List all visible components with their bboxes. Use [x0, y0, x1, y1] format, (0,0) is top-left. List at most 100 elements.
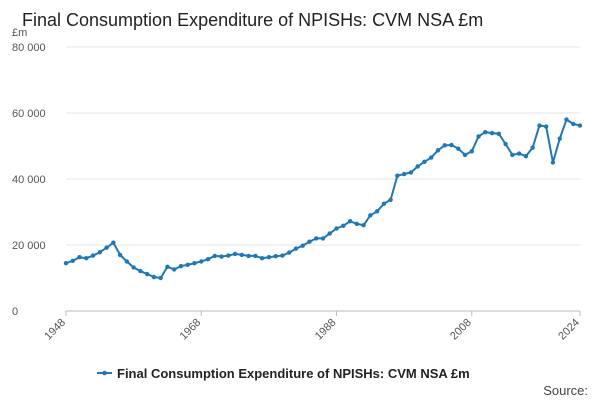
data-point[interactable] — [199, 259, 204, 264]
x-tick-label: 2024 — [556, 317, 582, 343]
data-point[interactable] — [449, 142, 454, 148]
data-point[interactable] — [462, 152, 468, 158]
data-point[interactable] — [219, 254, 224, 259]
data-point[interactable] — [341, 223, 346, 229]
data-point[interactable] — [368, 213, 373, 218]
chart-title: Final Consumption Expenditure of NPISHs:… — [22, 10, 483, 30]
data-point[interactable] — [232, 251, 238, 257]
data-point[interactable] — [138, 268, 143, 274]
data-point[interactable] — [557, 136, 562, 141]
data-point[interactable] — [401, 171, 407, 177]
data-point[interactable] — [510, 152, 515, 158]
data-point[interactable] — [537, 123, 542, 128]
data-point[interactable] — [361, 223, 366, 228]
data-point[interactable] — [307, 239, 312, 244]
data-point[interactable] — [266, 255, 272, 260]
data-point[interactable] — [259, 256, 265, 261]
data-point[interactable] — [422, 159, 427, 165]
data-point[interactable] — [97, 250, 103, 255]
data-point[interactable] — [178, 263, 184, 269]
series — [63, 117, 583, 281]
data-point[interactable] — [111, 240, 116, 245]
data-point[interactable] — [124, 259, 130, 264]
data-point[interactable] — [435, 148, 441, 153]
y-tick-label: 0 — [12, 306, 18, 318]
data-point[interactable] — [300, 243, 305, 248]
data-point[interactable] — [483, 129, 488, 135]
data-point[interactable] — [334, 226, 339, 231]
data-point[interactable] — [246, 253, 251, 259]
data-point[interactable] — [172, 267, 177, 272]
data-point[interactable] — [286, 250, 292, 255]
data-point[interactable] — [388, 197, 393, 202]
x-tick-label: 1988 — [313, 317, 339, 343]
data-point[interactable] — [469, 149, 474, 154]
data-point[interactable] — [185, 262, 190, 267]
source-label: Source: — [543, 383, 588, 398]
data-point[interactable] — [239, 252, 245, 258]
data-point[interactable] — [280, 253, 285, 258]
data-point[interactable] — [347, 219, 353, 224]
data-point[interactable] — [273, 254, 278, 259]
data-point[interactable] — [395, 173, 400, 178]
data-point[interactable] — [158, 275, 163, 281]
data-point[interactable] — [489, 130, 495, 136]
data-point[interactable] — [550, 160, 556, 165]
data-point[interactable] — [144, 271, 150, 277]
data-point[interactable] — [192, 260, 197, 266]
data-point[interactable] — [205, 256, 211, 262]
data-point[interactable] — [253, 253, 258, 259]
data-point[interactable] — [429, 155, 434, 160]
x-axis-ticks: 1948 1968 1988 2008 2024 — [42, 311, 582, 342]
data-point[interactable] — [320, 236, 326, 241]
series-group — [63, 117, 583, 281]
data-point[interactable] — [456, 146, 461, 151]
data-point[interactable] — [408, 170, 414, 175]
data-point[interactable] — [212, 253, 217, 259]
data-point[interactable] — [374, 209, 380, 214]
y-axis-unit-label: £m — [12, 27, 27, 39]
legend[interactable]: Final Consumption Expenditure of NPISHs:… — [97, 366, 470, 381]
data-point[interactable] — [327, 231, 332, 236]
data-point[interactable] — [496, 131, 502, 136]
data-point[interactable] — [63, 260, 69, 266]
legend-point-marker — [102, 370, 107, 376]
data-point[interactable] — [442, 143, 447, 148]
y-tick-label: 80 000 — [12, 42, 46, 54]
data-point[interactable] — [314, 236, 319, 241]
data-point[interactable] — [571, 121, 576, 127]
y-tick-label: 20 000 — [12, 240, 46, 252]
data-point[interactable] — [117, 252, 123, 258]
data-point[interactable] — [503, 141, 508, 147]
data-point[interactable] — [543, 124, 549, 129]
x-tick-label: 2008 — [448, 317, 474, 343]
x-tick-label: 1968 — [178, 317, 204, 343]
data-point[interactable] — [530, 145, 535, 150]
y-axis-ticks: 0 20 000 40 000 60 000 80 000 — [12, 42, 46, 318]
data-point[interactable] — [90, 253, 96, 258]
data-point[interactable] — [151, 274, 157, 280]
data-point[interactable] — [70, 258, 75, 264]
data-point[interactable] — [77, 255, 82, 260]
data-point[interactable] — [354, 221, 360, 227]
y-tick-label: 40 000 — [12, 174, 46, 186]
data-point[interactable] — [516, 151, 522, 156]
data-point[interactable] — [564, 117, 569, 122]
data-point[interactable] — [226, 253, 231, 258]
series-line — [65, 118, 581, 279]
data-point[interactable] — [415, 164, 420, 169]
data-point[interactable] — [293, 246, 299, 251]
legend-label: Final Consumption Expenditure of NPISHs:… — [117, 366, 470, 381]
data-point[interactable] — [577, 123, 583, 128]
data-point[interactable] — [84, 256, 89, 261]
data-point[interactable] — [104, 245, 109, 250]
x-tick-label: 1948 — [42, 317, 68, 343]
data-point[interactable] — [523, 154, 529, 159]
y-tick-label: 60 000 — [12, 108, 46, 120]
data-point[interactable] — [165, 264, 170, 269]
data-point[interactable] — [381, 201, 387, 206]
data-point[interactable] — [131, 265, 136, 270]
gridlines — [66, 46, 580, 312]
data-point[interactable] — [476, 134, 481, 139]
